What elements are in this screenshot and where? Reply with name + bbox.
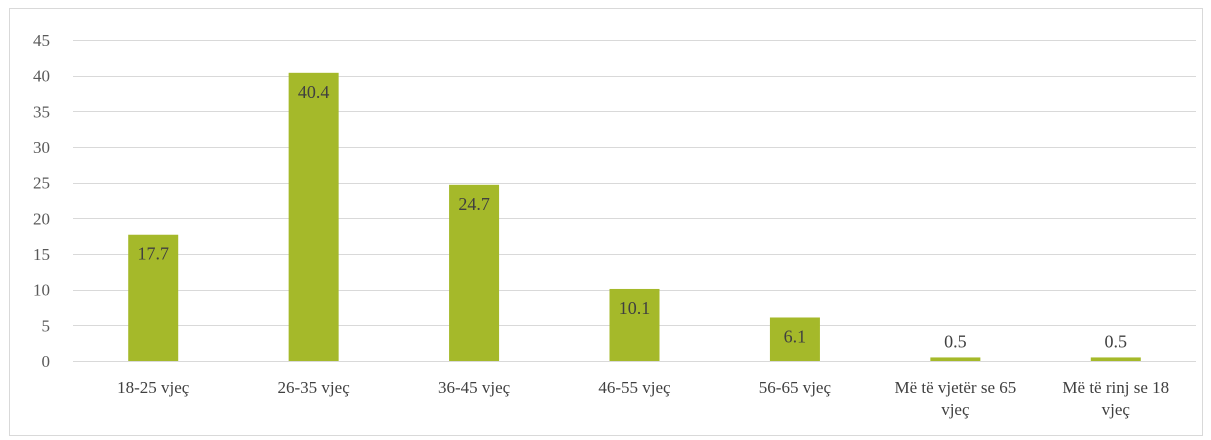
x-category-label: Më të rinj se 18 vjeç [1062, 378, 1169, 419]
bar [609, 288, 660, 361]
chart-area [9, 8, 1203, 436]
bar [449, 184, 500, 361]
y-tick-label: 35 [33, 102, 50, 121]
bars [128, 72, 1141, 362]
y-tick-label: 45 [33, 31, 50, 50]
data-label: 40.4 [298, 82, 330, 102]
x-category-label: 36-45 vjeç [438, 378, 511, 397]
y-tick-label: 40 [33, 67, 50, 86]
y-tick-label: 0 [42, 352, 51, 371]
bar [288, 72, 339, 362]
x-category-label: 18-25 vjeç [117, 378, 190, 397]
data-label: 0.5 [944, 331, 967, 351]
gridlines [73, 40, 1196, 362]
data-label: 24.7 [458, 194, 490, 214]
data-label: 17.7 [137, 244, 169, 264]
x-category-label: Më të vjetër se 65 vjeç [894, 378, 1016, 419]
bar [930, 357, 981, 361]
x-axis-categories: 18-25 vjeç 26-35 vjeç 36-45 vjeç 46-55 vjeç… [117, 378, 1169, 419]
bar [769, 317, 820, 361]
data-label: 0.5 [1105, 331, 1128, 351]
x-category-label: 26-35 vjeç [278, 378, 351, 397]
y-tick-label: 5 [42, 316, 51, 335]
data-labels: 17.7 40.4 24.7 10.1 6.1 0.5 0.5 [137, 82, 1127, 352]
y-tick-label: 30 [33, 138, 50, 157]
bar [128, 234, 179, 361]
x-category-label: 46-55 vjeç [598, 378, 671, 397]
bar [1090, 357, 1141, 361]
y-tick-label: 25 [33, 174, 50, 193]
y-tick-label: 20 [33, 209, 50, 228]
data-label: 6.1 [784, 326, 807, 346]
y-axis-ticks: 0 5 10 15 20 25 30 35 40 45 [33, 31, 50, 371]
y-tick-label: 15 [33, 245, 50, 264]
data-label: 10.1 [619, 298, 651, 318]
y-tick-label: 10 [33, 281, 50, 300]
x-category-label: 56-65 vjeç [759, 378, 832, 397]
